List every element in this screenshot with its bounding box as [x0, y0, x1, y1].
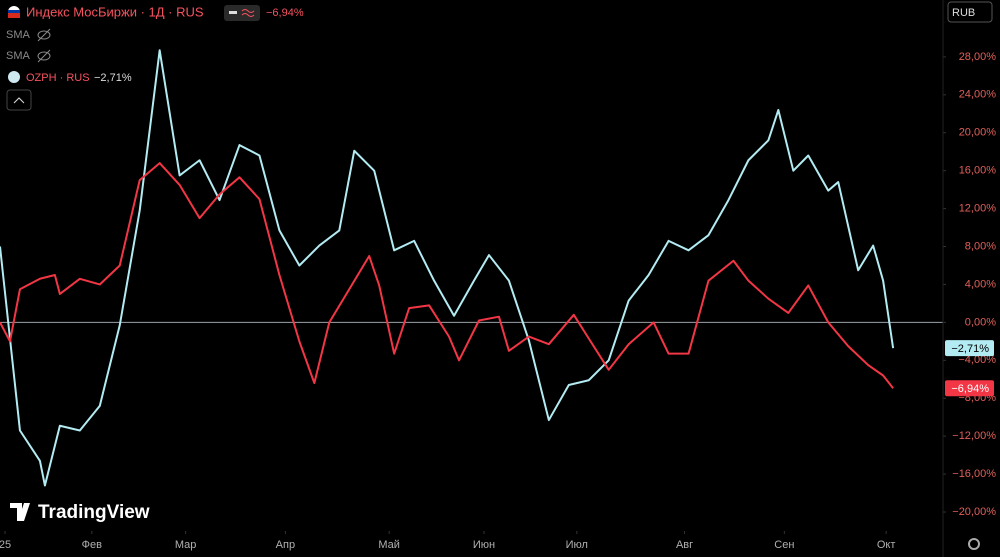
- y-tick-label: −4,00%: [958, 354, 996, 366]
- last-value-label: −2,71%: [951, 343, 989, 355]
- x-tick-label: Окт: [877, 539, 896, 551]
- flag-icon: [8, 12, 20, 18]
- series-line: [0, 49, 895, 487]
- watermark-logo: [10, 503, 30, 521]
- y-tick-label: −16,00%: [952, 468, 996, 480]
- x-tick-label: Сен: [774, 539, 794, 551]
- y-tick-label: 24,00%: [959, 89, 997, 101]
- x-tick-label: Мар: [175, 539, 197, 551]
- flag-icon: [8, 10, 20, 13]
- y-tick-label: 4,00%: [965, 278, 996, 290]
- indicator-label: SMA: [6, 29, 31, 41]
- hidden-icon[interactable]: [37, 49, 51, 63]
- compare-toggle-icon: [241, 9, 255, 17]
- x-tick-label: Май: [378, 539, 400, 551]
- currency-label: RUB: [952, 7, 975, 19]
- series-line: [0, 162, 894, 389]
- y-tick-label: 20,00%: [959, 127, 997, 139]
- watermark: TradingView: [38, 502, 150, 523]
- y-tick-label: 0,00%: [965, 316, 996, 328]
- currency-button[interactable]: [947, 1, 993, 23]
- collapse-icon: [13, 97, 25, 104]
- last-value-badge: [945, 340, 994, 357]
- y-tick-label: −20,00%: [952, 506, 996, 518]
- legend-main: Индекс МосБиржи · 1Д · RUS: [26, 4, 204, 19]
- legend-compare-change: −2,71%: [94, 72, 132, 84]
- legend-compare: OZPH · RUS: [26, 72, 90, 84]
- y-tick-label: 16,00%: [959, 165, 997, 177]
- hidden-icon[interactable]: [37, 28, 51, 42]
- y-tick-label: 28,00%: [959, 51, 997, 63]
- x-tick-label: Апр: [276, 539, 295, 551]
- compare-toggle-icon: [229, 11, 237, 14]
- indicator-label: SMA: [6, 50, 31, 62]
- legend-main-change: −6,94%: [266, 7, 304, 19]
- y-tick-label: 8,00%: [965, 240, 996, 252]
- x-tick-label: Авг: [676, 539, 693, 551]
- y-tick-label: 12,00%: [959, 203, 997, 215]
- last-value-label: −6,94%: [951, 383, 989, 395]
- last-value-badge: [945, 380, 994, 397]
- collapse-button[interactable]: [6, 89, 32, 111]
- x-tick-label: Июн: [473, 539, 495, 551]
- settings-icon[interactable]: [968, 538, 980, 550]
- x-tick-label: 25: [0, 539, 11, 551]
- x-tick-label: Июл: [566, 539, 588, 551]
- x-tick-label: Фев: [82, 539, 102, 551]
- symbol-icon: [8, 71, 20, 83]
- y-tick-label: −12,00%: [952, 430, 996, 442]
